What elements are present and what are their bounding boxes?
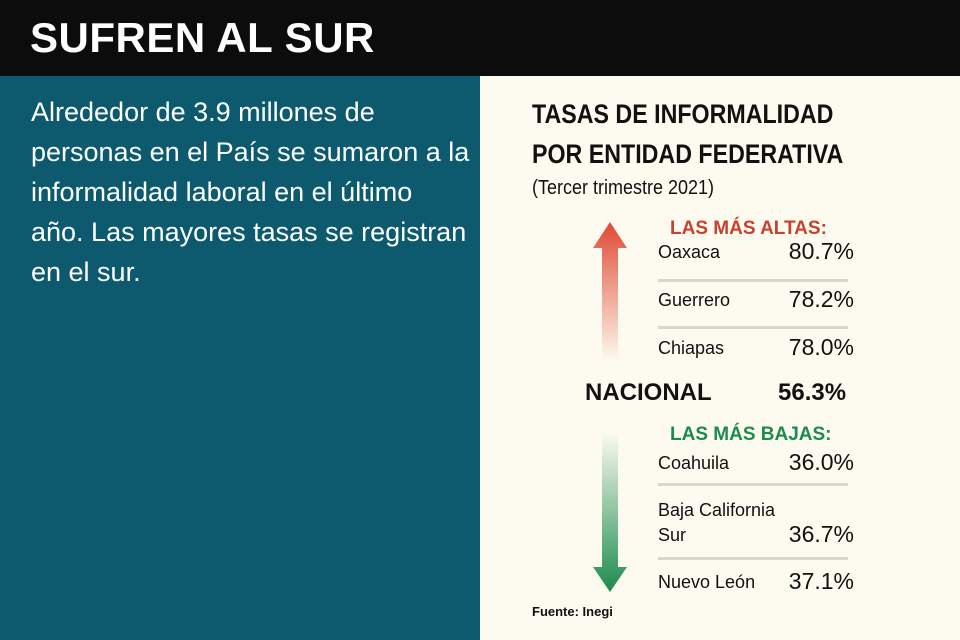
state-name: Guerrero (658, 290, 731, 310)
national-label: NACIONAL (585, 379, 712, 406)
divider (658, 483, 848, 486)
divider (658, 279, 848, 282)
table-row: Chiapas 78.0% (658, 334, 854, 360)
panel-subtitle: (Tercer trimestre 2021) (532, 177, 715, 199)
table-row: Oaxaca 80.7% (658, 238, 854, 264)
arrow-down-icon (593, 432, 627, 592)
rate-value: 37.1% (788, 568, 854, 594)
state-name: Chiapas (658, 338, 725, 358)
divider (658, 326, 848, 329)
table-row: Baja California Sur 36.7% (658, 498, 854, 548)
rates-panel: TASAS DE INFORMALIDAD POR ENTIDAD FEDERA… (480, 76, 960, 640)
lowest-label: LAS MÁS BAJAS: (670, 424, 832, 445)
table-row: Nuevo León 37.1% (658, 568, 854, 594)
highest-label: LAS MÁS ALTAS: (670, 218, 827, 239)
intro-panel: Alrededor de 3.9 millones de personas en… (0, 76, 480, 640)
state-name: Nuevo León (658, 572, 756, 592)
up-down-arrows-icon (593, 222, 627, 592)
headline: SUFREN AL SUR (30, 14, 375, 61)
divider (658, 557, 848, 560)
intro-text: Alrededor de 3.9 millones de personas en… (31, 97, 470, 287)
panel-title-line2: POR ENTIDAD FEDERATIVA (532, 139, 844, 169)
header-bar: SUFREN AL SUR (0, 0, 960, 76)
rate-value: 78.2% (788, 286, 854, 312)
rate-value: 78.0% (788, 334, 854, 360)
table-row: Coahuila 36.0% (658, 449, 854, 475)
panel-title-line1: TASAS DE INFORMALIDAD (532, 99, 834, 129)
rate-value: 36.7% (788, 521, 854, 547)
national-rate: 56.3% (778, 379, 847, 406)
rate-value: 36.0% (788, 449, 854, 475)
panel-title: TASAS DE INFORMALIDAD POR ENTIDAD FEDERA… (532, 94, 843, 174)
arrow-up-icon (593, 222, 627, 362)
table-row: Guerrero 78.2% (658, 286, 854, 312)
source-note: Fuente: Inegi (532, 604, 613, 619)
state-name: Oaxaca (658, 242, 721, 262)
state-name: Baja California Sur (658, 500, 776, 545)
state-name: Coahuila (658, 453, 730, 473)
rate-value: 80.7% (788, 238, 854, 264)
